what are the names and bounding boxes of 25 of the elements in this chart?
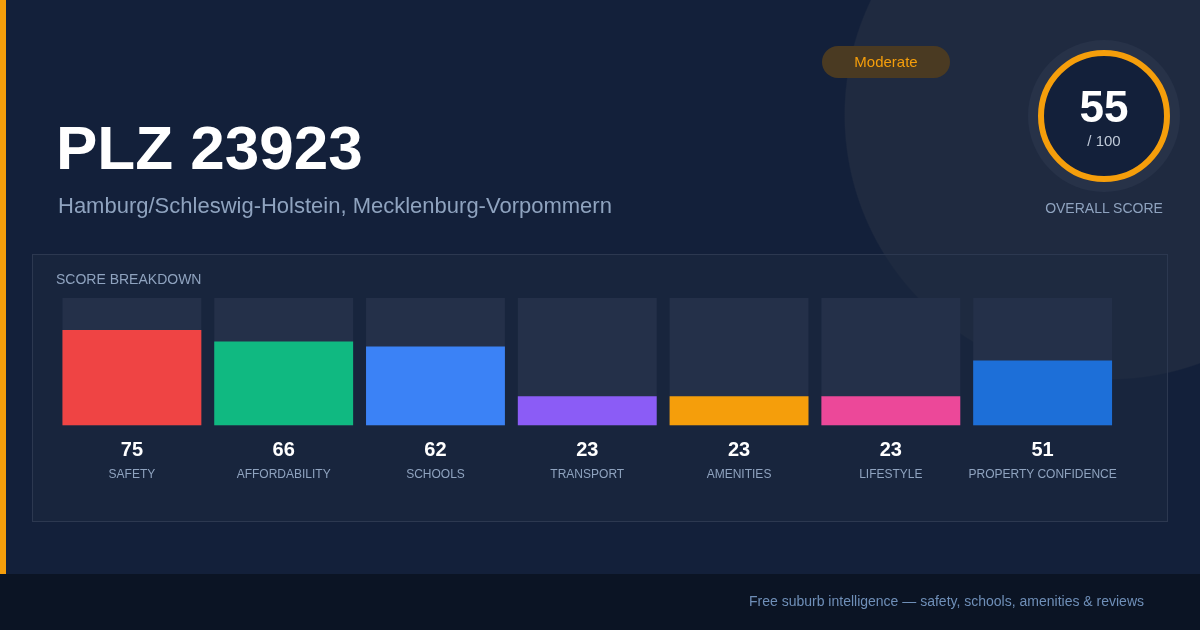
x-tick-label: SCHOOLS	[406, 467, 465, 482]
x-tick-label: LIFESTYLE	[859, 467, 923, 482]
text: 55	[1078, 82, 1130, 132]
bar	[669, 396, 809, 426]
x-tick-label: SAFETY	[108, 467, 156, 482]
text: / 100	[1086, 132, 1122, 149]
x-tick-label: PROPERTY CONFIDENCE	[968, 467, 1117, 482]
text: OVERALL SCORE	[1044, 200, 1164, 216]
text: Free suburb intelligence — safety, schools, amenities & reviews	[748, 593, 1144, 609]
bar	[517, 396, 657, 426]
data-label: 66	[272, 438, 295, 461]
chart-subtitle: Hamburg/Schleswig-Holstein, Mecklenburg-Vorpommern	[58, 193, 612, 219]
text: Moderate	[822, 46, 950, 78]
data-label: 75	[120, 438, 144, 461]
x-tick-label: AMENITIES	[706, 467, 772, 482]
bar	[821, 396, 961, 426]
x-tick-label: TRANSPORT	[550, 467, 625, 482]
data-label: 62	[424, 438, 447, 461]
data-label: 23	[879, 438, 902, 461]
x-tick-label: AFFORDABILITY	[236, 467, 331, 482]
data-label: 23	[727, 438, 751, 461]
text: SCORE BREAKDOWN	[56, 271, 202, 287]
data-label: 51	[1031, 438, 1054, 461]
data-label: 23	[576, 438, 599, 461]
chart-title: PLZ 23923	[56, 112, 363, 183]
